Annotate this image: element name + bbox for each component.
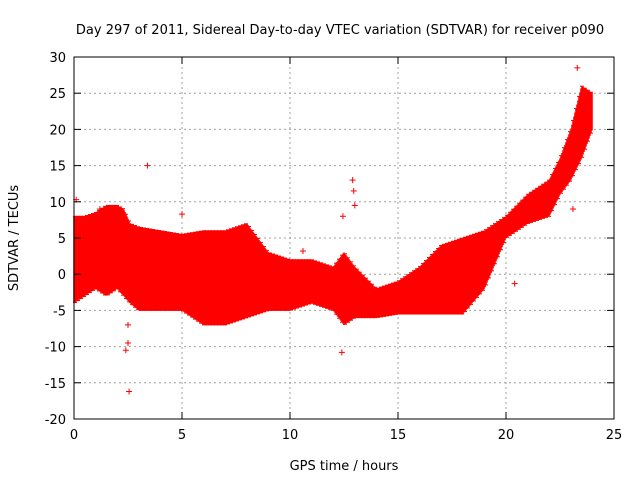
outlier-point bbox=[179, 211, 185, 218]
y-tick-label: 15 bbox=[49, 160, 66, 175]
y-tick-label: 10 bbox=[49, 196, 66, 211]
x-tick-label: 25 bbox=[606, 428, 623, 443]
outlier-point bbox=[338, 349, 345, 356]
x-tick-label: 10 bbox=[282, 428, 299, 443]
outlier-point bbox=[339, 213, 346, 220]
y-tick-label: -20 bbox=[45, 413, 66, 428]
ticks: 0 5 10 15 20 25 -20 -15 -10 -5 0 5 10 15 20 25 30 bbox=[45, 51, 623, 443]
y-tick-label: 5 bbox=[58, 232, 66, 247]
outlier-point bbox=[569, 206, 576, 213]
x-tick-label: 0 bbox=[70, 428, 78, 443]
outlier-point bbox=[574, 64, 581, 71]
outlier-point bbox=[343, 314, 350, 321]
y-tick-label: 25 bbox=[49, 87, 66, 102]
outlier-point bbox=[125, 321, 131, 328]
outlier-point bbox=[349, 177, 356, 184]
outlier-point bbox=[299, 248, 306, 255]
y-tick-label: -15 bbox=[45, 377, 66, 392]
x-tick-label: 20 bbox=[498, 428, 515, 443]
y-tick-label: 0 bbox=[58, 268, 66, 283]
x-tick-label: 5 bbox=[178, 428, 186, 443]
x-axis-label: GPS time / hours bbox=[290, 459, 399, 474]
y-tick-label: -10 bbox=[45, 341, 66, 356]
outlier-point bbox=[511, 280, 518, 287]
y-tick-label: 30 bbox=[49, 51, 66, 66]
chart-title: Day 297 of 2011, Sidereal Day-to-day VTE… bbox=[76, 23, 604, 38]
y-axis-label: SDTVAR / TECUs bbox=[7, 185, 22, 292]
y-tick-label: -5 bbox=[53, 304, 66, 319]
outlier-point bbox=[122, 347, 129, 354]
outlier-point bbox=[144, 162, 151, 169]
outlier-point bbox=[96, 206, 103, 213]
outlier-point bbox=[126, 388, 133, 395]
outlier-point bbox=[350, 187, 357, 194]
data-layer bbox=[73, 64, 593, 395]
outlier-point bbox=[351, 202, 358, 209]
x-tick-label: 15 bbox=[390, 428, 407, 443]
outlier-point bbox=[125, 339, 131, 346]
y-tick-label: 20 bbox=[49, 123, 66, 138]
